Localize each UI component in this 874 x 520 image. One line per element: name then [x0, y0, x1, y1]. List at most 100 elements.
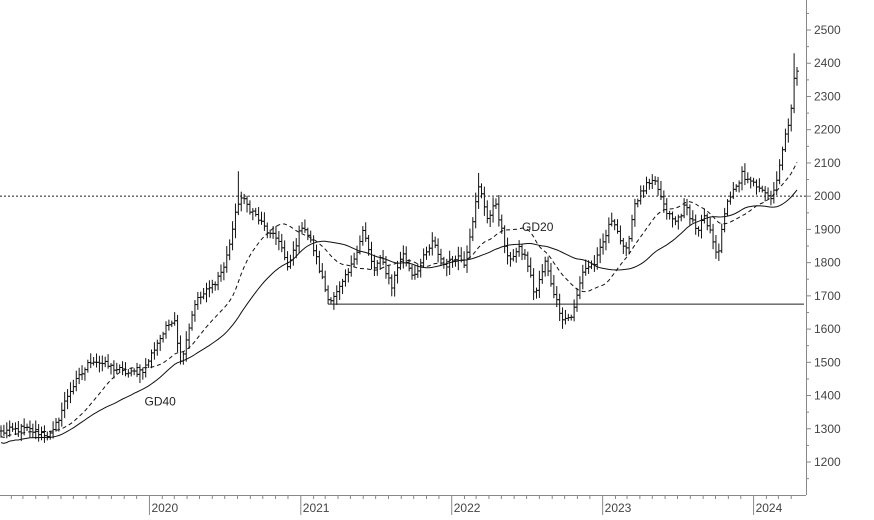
price-bar [236, 171, 241, 216]
price-bar [757, 178, 762, 193]
price-bar [491, 197, 496, 223]
price-bar [389, 274, 394, 297]
annotations: GD40 GD20 [144, 220, 553, 408]
price-bar [687, 204, 692, 226]
price-bar [502, 225, 507, 254]
x-tick-label: 2022 [454, 501, 481, 515]
price-bar [693, 214, 698, 235]
price-bar [534, 287, 539, 299]
x-tick-label: 2023 [605, 501, 632, 515]
price-bar [711, 223, 716, 250]
price-bar [158, 334, 163, 351]
price-bar [650, 174, 655, 189]
price-bar [543, 256, 548, 277]
price-bar [39, 426, 44, 441]
ma-label-gd20: GD20 [522, 220, 554, 234]
price-bar [418, 258, 423, 278]
price-bars [0, 53, 799, 443]
price-bar [708, 217, 713, 234]
price-bar [48, 430, 53, 440]
price-bar [525, 251, 530, 273]
price-bar [766, 187, 771, 200]
price-bar [94, 353, 99, 368]
price-bar [88, 353, 93, 369]
price-bar [696, 226, 701, 237]
price-bar [476, 172, 481, 209]
price-bar [528, 257, 533, 278]
price-bar [679, 213, 684, 222]
price-bar [572, 299, 577, 322]
price-bar [685, 198, 690, 216]
price-bar [609, 212, 614, 227]
price-bar [207, 280, 212, 298]
price-bar [473, 192, 478, 229]
price-bar [734, 184, 739, 192]
price-bar [725, 199, 730, 217]
price-bar [317, 250, 322, 274]
price-bar [355, 245, 360, 265]
y-tick-label: 1300 [814, 422, 841, 436]
price-bar [271, 226, 276, 239]
axes: 1200 1300 1400 1500 1600 1700 1800 1900 2000 2100… [0, 0, 841, 515]
price-bar [630, 214, 635, 242]
price-bar [68, 382, 73, 404]
price-bar [540, 264, 545, 284]
price-bar [632, 198, 637, 227]
price-bar [705, 213, 710, 231]
y-tick-label: 1500 [814, 355, 841, 369]
price-bar [343, 269, 348, 287]
y-tick-label: 1900 [814, 222, 841, 236]
price-bar [372, 254, 377, 276]
price-bar [276, 231, 281, 251]
price-bar [485, 200, 490, 224]
price-bar [279, 233, 284, 253]
ma-label-gd40: GD40 [144, 395, 176, 409]
price-bar [227, 239, 232, 261]
price-bar [575, 287, 580, 312]
price-bar [768, 190, 773, 206]
price-bar [326, 285, 331, 305]
price-bar [314, 244, 319, 265]
price-bar [522, 249, 527, 260]
price-bar [273, 225, 278, 246]
price-bar [161, 331, 166, 343]
price-bar [699, 214, 704, 239]
price-bar [65, 389, 70, 410]
price-bar [91, 356, 96, 366]
price-bar [45, 431, 50, 441]
price-bar [190, 310, 195, 331]
price-bar [436, 238, 441, 263]
price-bar [30, 423, 35, 438]
price-bar [381, 249, 386, 266]
price-bar [592, 255, 597, 272]
price-bar [268, 229, 273, 239]
price-bar [56, 417, 61, 432]
price-bar [748, 176, 753, 189]
price-bar [265, 222, 270, 239]
price-bar [488, 210, 493, 227]
price-bar [146, 359, 151, 368]
price-bar [537, 270, 542, 298]
price-bar [224, 246, 229, 273]
price-bar [337, 281, 342, 300]
price-bar [140, 367, 145, 380]
price-bar [311, 235, 316, 257]
price-bar [410, 264, 415, 280]
price-bar [664, 198, 669, 220]
y-tick-label: 1600 [814, 322, 841, 336]
price-bar [216, 271, 221, 291]
price-bar [563, 309, 568, 325]
price-bar [192, 299, 197, 322]
price-bar [606, 217, 611, 244]
price-bar [580, 264, 585, 290]
price-bar [763, 186, 768, 202]
price-bar [722, 207, 727, 233]
price-bar [531, 268, 536, 301]
moving-averages [0, 162, 798, 444]
price-bar [111, 360, 116, 379]
price-bar [172, 312, 177, 326]
price-bar [85, 359, 90, 373]
price-bar [777, 159, 782, 185]
y-tick-label: 2200 [814, 123, 841, 137]
